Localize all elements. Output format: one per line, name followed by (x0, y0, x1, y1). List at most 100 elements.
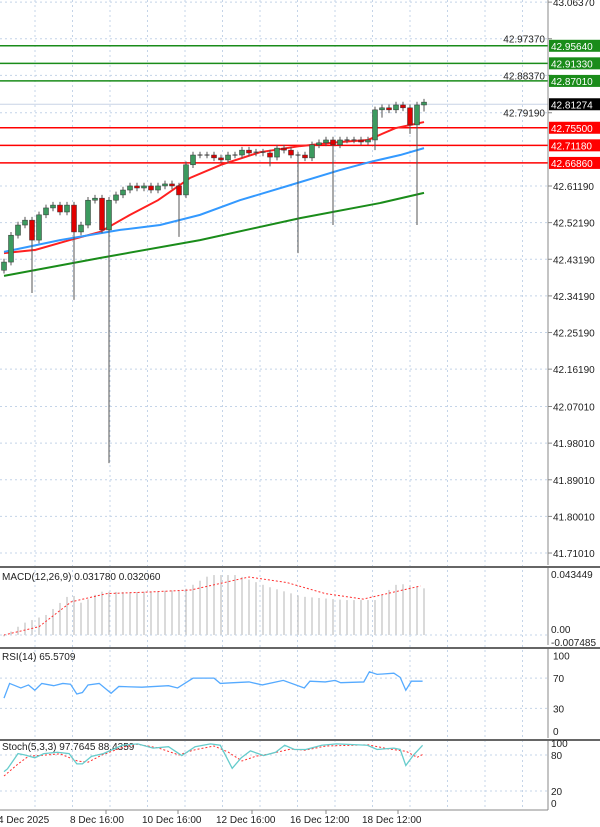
time-label: 18 Dec 12:00 (362, 815, 422, 826)
price-tick-label: 41.89010 (553, 476, 595, 487)
rsi-axis-label: 100 (553, 652, 570, 663)
candle-body (85, 199, 91, 226)
candle-body (134, 185, 140, 189)
candle-body (400, 104, 406, 109)
resistance_levels-label: 42.95640 (551, 42, 593, 53)
candle-body (421, 101, 427, 106)
macd-axis-label: 0.00 (551, 625, 571, 636)
price-tick-label: 42.07010 (553, 403, 595, 414)
candle-body (225, 154, 231, 161)
price-tick-label: 43.06370 (553, 0, 595, 9)
candle-body (127, 185, 133, 191)
price-tick-label: 42.25190 (553, 329, 595, 340)
candle-body (365, 139, 371, 143)
price-tick-label: 42.88370 (503, 71, 545, 82)
candle-body (43, 207, 49, 216)
price-tick-label: 42.16190 (553, 365, 595, 376)
candle-body (190, 154, 196, 166)
macd-signal-line (3, 576, 421, 636)
candle-body (302, 154, 308, 159)
candle-body (148, 185, 154, 191)
price-tick-label: 42.43190 (553, 255, 595, 266)
candle-body (288, 149, 294, 156)
price-tick-label: 42.97370 (503, 35, 545, 46)
price-tick-label: 41.71010 (553, 549, 595, 560)
rsi-axis-label: 70 (553, 674, 565, 685)
candle-body (274, 147, 280, 158)
price-tick-label: 41.80010 (553, 512, 595, 523)
rsi-line (3, 670, 423, 699)
macd-axis-label: 0.043449 (551, 570, 593, 581)
rsi-axis-label: 30 (553, 704, 565, 715)
candle-body (64, 204, 70, 213)
candle-body (162, 183, 168, 187)
time-axis: 4 Dec 2025 8 Dec 16:00 10 Dec 16:00 12 Dec … (0, 810, 422, 826)
candle-body (358, 139, 364, 143)
candle-body (309, 144, 315, 159)
price-axis[interactable]: 43.06370 42.97370 42.88370 42.79190 42.61190… (503, 0, 600, 565)
time-label: 4 Dec 2025 (0, 815, 50, 826)
candle-body (36, 214, 42, 241)
grid-lines (0, 0, 548, 810)
stoch-axis-label: 0 (551, 799, 557, 810)
time-label: 12 Dec 16:00 (216, 815, 276, 826)
candle-body (393, 104, 399, 111)
current-price-label: 42.81274 (551, 100, 593, 111)
candle-body (316, 142, 322, 146)
rsi-axis-label: 0 (553, 727, 559, 738)
support_levels-tag (549, 121, 600, 134)
candle-body (92, 197, 98, 201)
resistance_levels-label: 42.91330 (551, 59, 593, 70)
candle-body (218, 157, 224, 161)
support_levels-tag (549, 139, 600, 152)
candle-body (323, 139, 329, 144)
candle-body (407, 107, 413, 126)
candle-body (57, 204, 63, 213)
candle-body (106, 199, 112, 231)
moving-average-line (3, 147, 425, 253)
moving-average-line (3, 191, 425, 277)
price-levels (0, 45, 548, 164)
resistance_levels-tag (549, 74, 600, 87)
price-tick-label: 42.61190 (553, 182, 594, 193)
candle-body (1, 261, 7, 271)
candle-body (414, 104, 420, 126)
candle-body (386, 107, 392, 111)
current-price-tag (549, 98, 600, 111)
candle-body (211, 154, 217, 159)
candle-body (176, 185, 182, 196)
candle-body (113, 194, 119, 201)
price-tick-label: 42.34190 (553, 292, 595, 303)
support_levels-tag (549, 156, 600, 169)
candle-body (120, 189, 126, 196)
time-label: 10 Dec 16:00 (142, 815, 202, 826)
candle-body (78, 224, 84, 233)
candle-body (29, 219, 35, 241)
time-label: 16 Dec 12:00 (290, 815, 350, 826)
support_levels-label: 42.71180 (551, 141, 592, 152)
candle-body (330, 139, 336, 146)
indicator-panels: MACD(12,26,9) 0.031780 0.032060 RSI(14) … (0, 566, 600, 811)
candle-body (372, 109, 378, 141)
support_levels-label: 42.66860 (551, 159, 593, 170)
stoch-title: Stoch(5,3,3) 97.7645 88.4359 (2, 742, 135, 753)
macd-axis-label: -0.007485 (551, 638, 596, 649)
stoch-axis-label: 20 (551, 787, 563, 798)
candle-body (141, 185, 147, 189)
candle-body (267, 152, 273, 158)
resistance_levels-tag (549, 57, 600, 70)
stoch-axis-label: 100 (551, 739, 568, 750)
macd-title: MACD(12,26,9) 0.031780 0.032060 (2, 572, 161, 583)
candle-body (15, 224, 21, 236)
candle-body (183, 164, 189, 196)
resistance_levels-tag (549, 39, 600, 52)
candle-body (99, 197, 105, 231)
candle-body (71, 204, 77, 233)
price-tick-label: 42.79190 (503, 109, 545, 120)
candle-body (155, 185, 161, 191)
time-label: 8 Dec 16:00 (70, 815, 124, 826)
candle-body (379, 107, 385, 111)
support_levels-label: 42.75500 (551, 124, 593, 135)
candle-body (337, 139, 343, 146)
